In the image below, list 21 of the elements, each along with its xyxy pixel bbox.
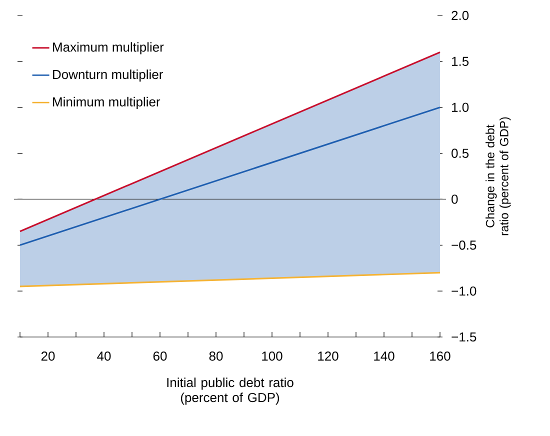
y-tick-label: 2.0	[452, 10, 469, 20]
legend-label: Maximum multiplier	[53, 42, 164, 54]
y-tick-label: −0.5	[452, 240, 476, 250]
y-tick-label: 0.5	[452, 148, 469, 158]
x-tick-label: 40	[97, 352, 111, 361]
x-tick-label: 140	[374, 352, 394, 361]
y-tick-label: −1.0	[452, 286, 476, 296]
x-tick-label: 100	[262, 352, 282, 361]
y-axis-title: Change in the debt ratio (percent of GDP)	[486, 117, 511, 236]
x-tick-label: 20	[41, 352, 55, 361]
x-tick-label: 120	[318, 352, 338, 361]
x-axis-title: Initial public debt ratio (percent of GDP)	[167, 378, 294, 405]
legend-label: Minimum multiplier	[53, 96, 160, 110]
x-tick-label: 80	[209, 352, 223, 361]
y-tick-label: −1.5	[452, 332, 476, 342]
y-tick-label: 1.5	[452, 56, 469, 66]
x-tick-label: 160	[430, 352, 450, 361]
y-tick-label: 0	[452, 194, 458, 204]
x-tick-label: 60	[153, 352, 167, 361]
legend-label: Downturn multiplier	[53, 70, 163, 82]
y-tick-label: 1.0	[452, 102, 469, 112]
